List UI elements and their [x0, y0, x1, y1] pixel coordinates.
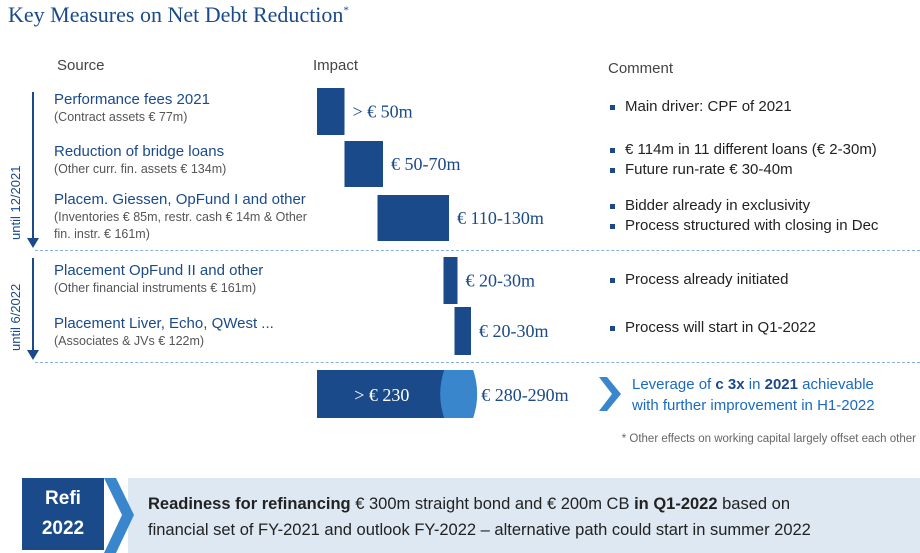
- leverage-text: Leverage of c 3x in 2021 achievable with…: [632, 374, 875, 416]
- source-sub: (Associates & JVs € 122m): [54, 334, 205, 348]
- comment-item: € 114m in 11 different loans (€ 2-30m): [610, 140, 877, 160]
- total-range-label: € 280-290m: [481, 385, 569, 405]
- comment-row-3: Bidder already in exclusivity Process st…: [610, 196, 878, 236]
- comment-item: Main driver: CPF of 2021: [610, 97, 792, 117]
- total-base-label: > € 230: [354, 385, 409, 405]
- comment-item: Bidder already in exclusivity: [610, 196, 878, 216]
- header-source: Source: [57, 57, 105, 74]
- refi-line-1: Readiness for refinancing € 300m straigh…: [148, 495, 791, 513]
- comment-row-4: Process already initiated: [610, 270, 788, 290]
- source-label: Placem. Giessen, OpFund I and other: [54, 191, 306, 208]
- header-comment: Comment: [608, 60, 674, 77]
- bar-5: [454, 307, 471, 355]
- bullet-icon: [610, 223, 615, 229]
- leverage-line-2: with further improvement in H1-2022: [632, 397, 875, 414]
- comment-item: Process structured with closing in Dec: [610, 216, 878, 236]
- header-impact: Impact: [313, 57, 359, 74]
- bullet-icon: [610, 104, 615, 110]
- comment-row-2: € 114m in 11 different loans (€ 2-30m) F…: [610, 140, 877, 180]
- divider-2021: [35, 250, 920, 251]
- page-title: Key Measures on Net Debt Reduction*: [8, 2, 349, 27]
- divider-2022: [35, 362, 920, 363]
- period-arrow-2021-head: [27, 238, 39, 248]
- bar-label-2: € 50-70m: [391, 154, 461, 174]
- refi-label-1: Refi: [45, 488, 81, 509]
- source-label: Placement Liver, Echo, QWest ...: [54, 315, 274, 332]
- source-row-4: Placement OpFund II and other (Other fin…: [54, 262, 263, 297]
- bar-3: [377, 195, 449, 241]
- source-sub: (Contract assets € 77m): [54, 110, 188, 124]
- source-row-5: Placement Liver, Echo, QWest ... (Associ…: [54, 315, 274, 350]
- bar-2: [344, 141, 383, 187]
- source-row-3: Placem. Giessen, OpFund I and other (Inv…: [54, 191, 314, 243]
- bar-1: [317, 88, 345, 135]
- leverage-line-1: Leverage of c 3x in 2021 achievable: [632, 376, 874, 393]
- comment-item: Process already initiated: [610, 270, 788, 290]
- refi-label-2: 2022: [41, 518, 85, 539]
- source-row-2: Reduction of bridge loans (Other curr. f…: [54, 143, 226, 178]
- comment-item: Future run-rate € 30-40m: [610, 160, 877, 180]
- bar-4: [443, 257, 458, 304]
- refi-text: Readiness for refinancing € 300m straigh…: [148, 491, 811, 543]
- footnote: * Other effects on working capital large…: [621, 433, 916, 445]
- bullet-icon: [610, 203, 615, 209]
- chevron-right-icon: [599, 377, 621, 411]
- bar-label-3: € 110-130m: [457, 208, 544, 228]
- bar-label-4: € 20-30m: [466, 271, 536, 291]
- bullet-icon: [610, 277, 615, 283]
- bullet-icon: [610, 325, 615, 331]
- total-bar-base: [317, 370, 445, 418]
- comment-row-1: Main driver: CPF of 2021: [610, 97, 792, 117]
- source-sub: (Other curr. fin. assets € 134m): [54, 162, 227, 176]
- bar-label-5: € 20-30m: [479, 321, 549, 341]
- refi-badge: Refi 2022: [22, 478, 104, 550]
- bullet-icon: [610, 147, 615, 153]
- bullet-icon: [610, 167, 615, 173]
- refi-banner: [128, 478, 920, 553]
- period-arrow-2022-head: [27, 350, 39, 360]
- source-label: Reduction of bridge loans: [54, 143, 225, 160]
- chevron-right-icon: [104, 478, 134, 553]
- source-sub: (Inventories € 85m, restr. cash € 14m & …: [54, 210, 307, 241]
- total-bar-range: [440, 370, 478, 418]
- comment-row-5: Process will start in Q1-2022: [610, 318, 816, 338]
- comment-item: Process will start in Q1-2022: [610, 318, 816, 338]
- source-label: Performance fees 2021: [54, 91, 210, 108]
- source-row-1: Performance fees 2021 (Contract assets €…: [54, 91, 210, 126]
- source-sub: (Other financial instruments € 161m): [54, 281, 257, 295]
- refi-line-2: financial set of FY-2021 and outlook FY-…: [148, 521, 811, 539]
- bar-label-1: > € 50m: [353, 102, 413, 122]
- source-label: Placement OpFund II and other: [54, 262, 264, 279]
